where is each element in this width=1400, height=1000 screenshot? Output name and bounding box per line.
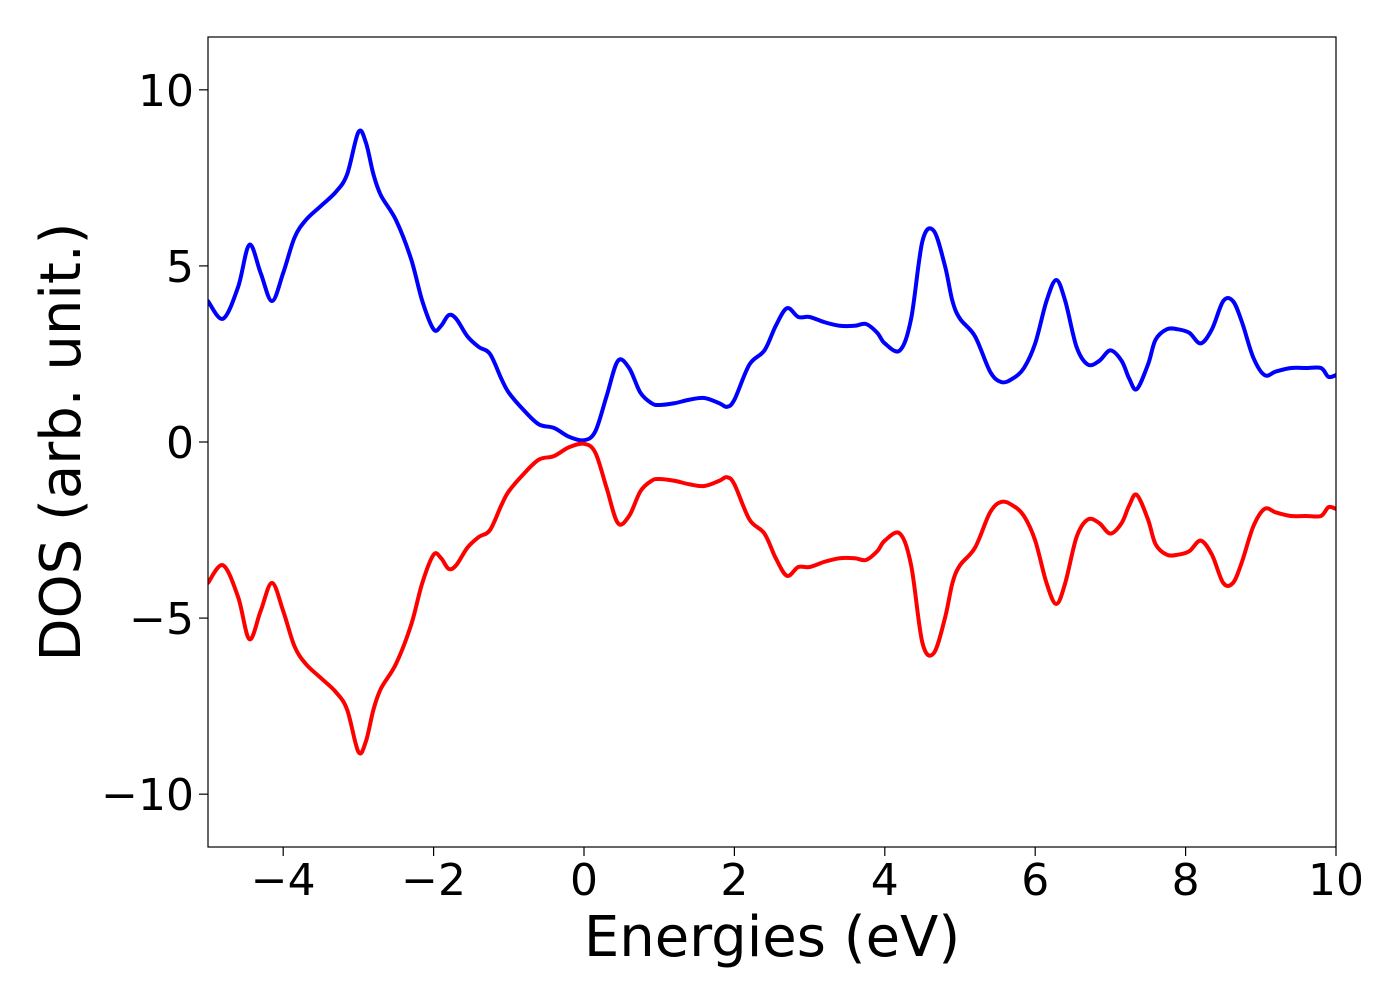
- ticks-layer: −4 −2 0 2 4 6 8 10 10 5 0 −5 −10: [101, 66, 1364, 906]
- x-axis-label: Energies (eV): [584, 905, 960, 970]
- x-tick-label: −4: [251, 855, 316, 906]
- x-tick-label: 2: [720, 855, 748, 906]
- x-tick-label: 6: [1021, 855, 1049, 906]
- series-line-2: [208, 441, 1336, 756]
- x-tick-label: 4: [871, 855, 899, 906]
- y-tick-label: 10: [138, 66, 194, 117]
- y-tick-label: −5: [129, 594, 194, 645]
- y-tick-label: 5: [166, 242, 194, 293]
- x-tick-label: 0: [570, 855, 598, 906]
- x-tick-label: 8: [1172, 855, 1200, 906]
- x-tick-label: −2: [401, 855, 466, 906]
- series-layer: [208, 128, 1336, 756]
- plot-frame: [207, 36, 1337, 848]
- x-tick-label: 10: [1308, 855, 1364, 906]
- y-tick-label: 0: [166, 418, 194, 469]
- series-line-1: [208, 128, 1336, 443]
- y-axis-label: DOS (arb. unit.): [29, 222, 94, 661]
- y-tick-label: −10: [101, 770, 194, 821]
